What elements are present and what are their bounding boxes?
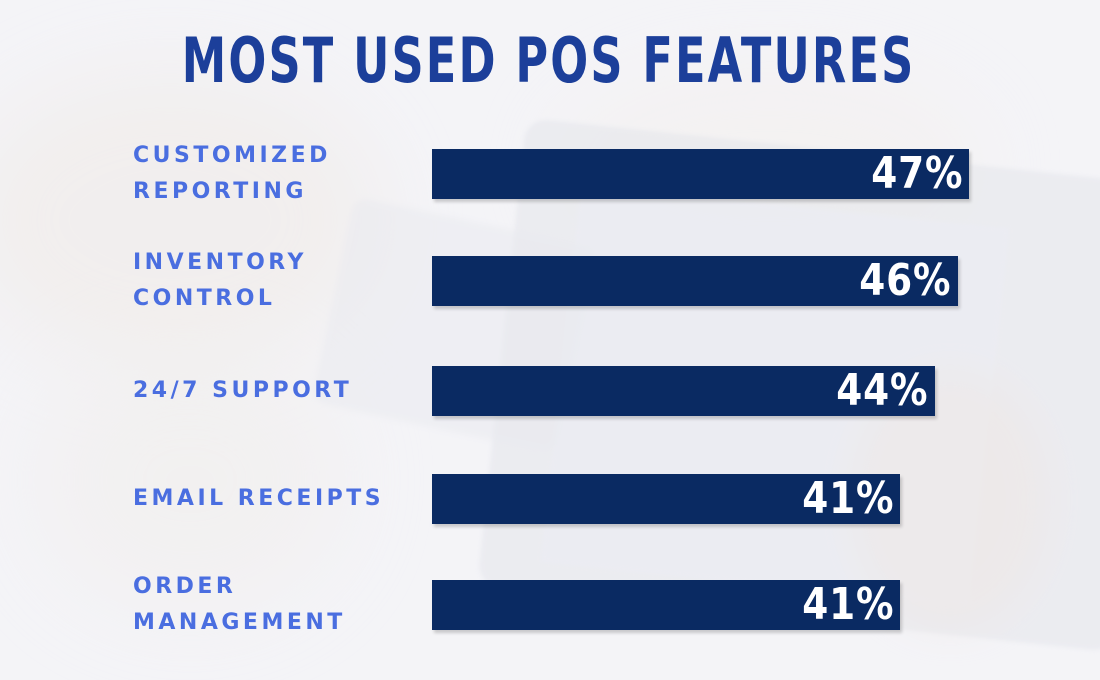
category-label: ORDER MANAGEMENT [133, 569, 423, 641]
category-label: INVENTORY CONTROL [133, 245, 423, 317]
category-label-line: CUSTOMIZED [133, 143, 331, 168]
data-label: 44% [836, 365, 929, 416]
category-label: CUSTOMIZED REPORTING [133, 138, 423, 210]
category-label-line: ORDER [133, 574, 237, 599]
bar-row: INVENTORY CONTROL 46% [0, 250, 1100, 316]
bar-row: EMAIL RECEIPTS 41% [0, 474, 1100, 534]
data-label: 41% [802, 473, 895, 524]
category-label-line: EMAIL RECEIPTS [133, 486, 385, 511]
category-label-line: 24/7 SUPPORT [133, 378, 353, 403]
bar: 46% [432, 256, 958, 306]
bar: 47% [432, 149, 969, 199]
category-label: 24/7 SUPPORT [133, 373, 423, 409]
bar: 41% [432, 579, 901, 630]
data-label: 47% [870, 148, 963, 199]
bar-row: 24/7 SUPPORT 44% [0, 366, 1100, 426]
bar-row: ORDER MANAGEMENT 41% [0, 574, 1100, 640]
bar: 41% [432, 473, 901, 524]
data-label: 46% [859, 255, 952, 306]
category-label-line: CONTROL [133, 286, 276, 311]
bar-row: CUSTOMIZED REPORTING 47% [0, 143, 1100, 209]
category-label-line: INVENTORY [133, 250, 307, 275]
chart-title: MOST USED POS FEATURES [181, 24, 916, 97]
bar: 44% [432, 366, 935, 416]
category-label-line: REPORTING [133, 179, 307, 204]
category-label-line: MANAGEMENT [133, 610, 346, 635]
data-label: 41% [802, 579, 895, 630]
category-label: EMAIL RECEIPTS [133, 481, 423, 517]
